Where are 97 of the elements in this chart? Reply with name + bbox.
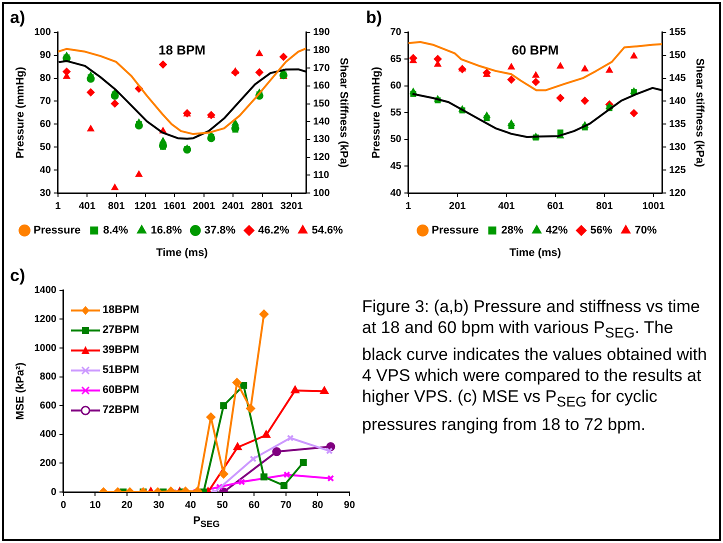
x-tick-label: 1 [55, 200, 62, 212]
y-tick-label: 0 [50, 486, 57, 498]
y-tick-label: 400 [40, 429, 57, 440]
y2-tick-label: 170 [313, 62, 330, 74]
legend-label: 16.8% [150, 224, 182, 237]
annotation: 18 BPM [158, 42, 206, 58]
y2-axis-title: Shear stiffness (kPa) [693, 58, 706, 168]
x-tick-label: 80 [312, 500, 324, 511]
x-tick-label: 0 [60, 500, 67, 511]
y2-tick-label: 140 [669, 96, 686, 107]
x-tick-label: 70 [280, 500, 292, 511]
y-tick-label: 50 [40, 142, 52, 153]
chart-title: a) [10, 8, 26, 27]
y-tick-label: 45 [390, 160, 402, 172]
legend-label: Pressure [34, 224, 81, 237]
legend-label: 56% [590, 224, 613, 237]
x-tick-label: 801 [108, 200, 126, 212]
x-tick-label: 201 [449, 200, 466, 212]
y-axis-title: Pressure (mmHg) [14, 66, 27, 159]
y2-tick-label: 130 [669, 142, 686, 153]
x-tick-label: 20 [121, 500, 133, 511]
y-tick-label: 800 [40, 372, 57, 383]
legend-label: 28% [501, 224, 524, 237]
y2-tick-label: 150 [313, 98, 330, 110]
y-tick-label: 55 [390, 107, 402, 118]
y-tick-label: 60 [40, 118, 52, 130]
y-tick-label: 90 [40, 50, 52, 62]
y-tick-label: 200 [40, 458, 57, 469]
x-axis-title: Time (ms) [155, 247, 209, 259]
y2-tick-label: 120 [669, 188, 686, 199]
legend-label: 18BPM [102, 304, 140, 316]
y-tick-label: 50 [390, 134, 402, 146]
x-axis-title: Time (ms) [508, 247, 562, 259]
y-tick-label: 30 [40, 188, 52, 199]
y2-tick-label: 155 [669, 27, 686, 38]
y-tick-label: 60 [390, 80, 402, 92]
y2-tick-label: 130 [313, 134, 330, 146]
y-tick-label: 1200 [34, 314, 57, 325]
chart-title: b) [366, 8, 382, 27]
y-tick-label: 70 [390, 27, 402, 38]
legend-label: 39BPM [102, 344, 140, 356]
x-tick-label: 90 [344, 500, 356, 511]
y2-tick-label: 160 [313, 80, 330, 92]
legend-label: 42% [546, 224, 568, 237]
annotation: 60 BPM [512, 42, 559, 58]
x-tick-label: 1201 [134, 200, 158, 212]
text: Figure 3: (a,b) Pressure and stiffness vs time at 18 and 60 bpm with various P$_{SEG}$. The black curve indicates the values obtained with 4 VPS which were compared to the results at higher VPS. (c) MSE vs P$_{SEG}$ for cyclic pressures ranging from 18 to 72 bpm. [362, 297, 707, 434]
y2-tick-label: 145 [669, 73, 686, 84]
y-axis-title: Pressure (mmHg) [370, 66, 383, 159]
x-tick-label: 601 [547, 200, 564, 212]
y-tick-label: 70 [40, 96, 52, 107]
legend-label: 70% [634, 224, 658, 237]
y-tick-label: 1400 [34, 285, 57, 296]
x-tick-label: 30 [153, 500, 165, 511]
y2-tick-label: 150 [669, 50, 686, 62]
x-tick-label: 10 [90, 500, 102, 511]
chart-title: c) [10, 266, 26, 285]
legend-label: 72BPM [102, 404, 140, 416]
y-tick-label: 65 [390, 54, 402, 65]
legend-label: 60BPM [102, 384, 140, 396]
y-axis-title: MSE (kPa²) [14, 362, 27, 420]
y2-tick-label: 100 [313, 188, 330, 199]
legend-label: 37.8% [204, 224, 236, 237]
x-tick-label: 801 [596, 200, 614, 212]
x-tick-label: 1601 [164, 200, 186, 212]
x-tick-label: 2801 [251, 200, 274, 212]
y2-tick-label: 135 [669, 118, 686, 130]
y2-tick-label: 120 [313, 152, 330, 164]
x-tick-label: 2401 [222, 200, 245, 212]
y-tick-label: 600 [40, 400, 57, 412]
y2-tick-label: 190 [313, 27, 330, 38]
y2-axis-title: Shear Stiffness (kPa) [337, 58, 350, 168]
x-tick-label: 60 [248, 500, 260, 511]
x-tick-label: 3201 [280, 200, 304, 212]
y-tick-label: 80 [40, 73, 52, 84]
y-tick-label: 40 [390, 188, 402, 199]
y2-tick-label: 110 [313, 170, 330, 181]
x-tick-label: 1001 [642, 200, 666, 212]
x-tick-label: 50 [216, 500, 228, 511]
y2-tick-label: 140 [313, 116, 330, 128]
x-tick-label: 2001 [192, 200, 216, 212]
legend-label: 27BPM [102, 324, 140, 336]
y-tick-label: 40 [40, 164, 52, 176]
legend-label: Pressure [432, 224, 479, 237]
legend-label: 8.4% [103, 224, 128, 237]
x-axis-title: P$_{SEG}$ [192, 515, 221, 530]
x-tick-label: 401 [498, 200, 516, 212]
x-tick-label: 40 [184, 500, 197, 511]
y2-tick-label: 125 [669, 164, 686, 176]
legend-label: 51BPM [102, 364, 140, 376]
x-tick-label: 1 [406, 200, 412, 212]
y-tick-label: 100 [34, 27, 52, 38]
x-tick-label: 401 [78, 200, 96, 212]
y2-tick-label: 180 [313, 44, 330, 56]
y-tick-label: 1000 [34, 342, 57, 354]
legend-label: 54.6% [312, 224, 344, 237]
legend-label: 46.2% [258, 224, 290, 237]
